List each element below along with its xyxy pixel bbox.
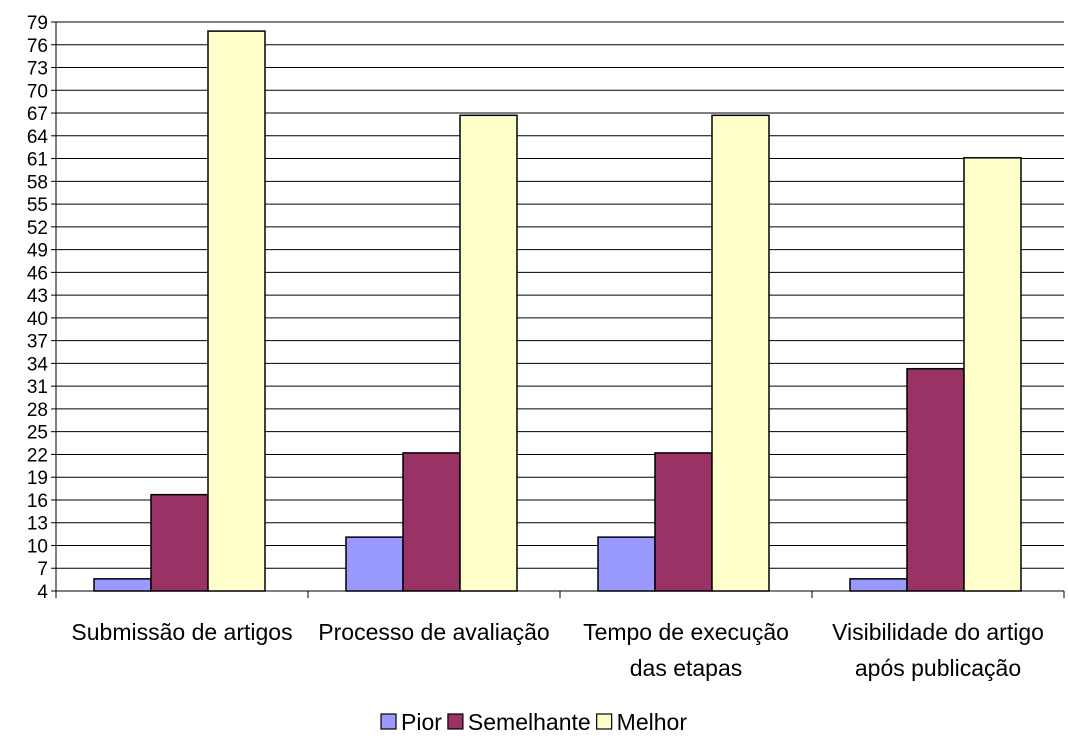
legend-label-semelhante: Semelhante (468, 709, 591, 735)
legend-swatch-pior (380, 713, 397, 730)
y-tick-label: 73 (27, 59, 48, 80)
y-tick-label: 61 (27, 150, 48, 171)
bar-pior (849, 578, 908, 592)
y-tick-label: 4 (37, 582, 48, 603)
bar-melhor (207, 30, 266, 592)
bars (93, 30, 1022, 592)
y-tick-label: 13 (27, 514, 48, 535)
bar-pior (345, 536, 404, 592)
y-tick-label: 70 (27, 81, 48, 102)
legend-label-melhor: Melhor (617, 709, 688, 735)
y-tick-label: 55 (27, 195, 48, 216)
bar-semelhante (402, 452, 461, 592)
legend-label-pior: Pior (401, 709, 442, 735)
y-tick-label: 64 (27, 127, 49, 148)
bar-semelhante (150, 493, 209, 592)
category-label: Tempo de execução (583, 619, 789, 645)
bar-pior (597, 536, 656, 592)
y-tick-label: 49 (27, 241, 48, 262)
y-tick-label: 7 (37, 559, 48, 580)
category-label: após publicação (855, 655, 1021, 681)
y-tick-label: 76 (27, 36, 48, 57)
bar-pior (93, 578, 152, 592)
x-category-labels: Submissão de artigos Processo de avaliaçã… (71, 619, 1044, 681)
y-tick-label: 79 (27, 13, 48, 34)
bar-melhor (459, 114, 518, 592)
axes (51, 21, 1065, 598)
y-tick-label: 40 (27, 309, 48, 330)
y-tick-label: 25 (27, 423, 48, 444)
y-tick-label: 52 (27, 218, 48, 239)
legend-swatch-semelhante (447, 713, 464, 730)
y-tick-label: 16 (27, 491, 48, 512)
legend: Pior Semelhante Melhor (380, 709, 688, 735)
y-tick-label: 67 (27, 104, 48, 125)
y-tick-label: 19 (27, 468, 48, 489)
y-tick-labels: 4710131619222528313437404346495255586164… (27, 13, 49, 603)
y-tick-label: 28 (27, 400, 48, 421)
y-tick-label: 31 (27, 377, 48, 398)
legend-swatch-melhor (596, 713, 613, 730)
y-tick-label: 34 (27, 354, 49, 375)
category-label: das etapas (630, 655, 743, 681)
y-tick-label: 58 (27, 172, 48, 193)
y-tick-label: 43 (27, 286, 48, 307)
bar-semelhante (906, 367, 965, 592)
category-label: Visibilidade do artigo (832, 619, 1044, 645)
category-label: Processo de avaliação (318, 619, 549, 645)
category-label: Submissão de artigos (71, 619, 292, 645)
y-tick-label: 37 (27, 332, 48, 353)
y-tick-label: 46 (27, 263, 48, 284)
bar-melhor (711, 114, 770, 592)
y-tick-label: 10 (27, 536, 48, 557)
bar-melhor (963, 157, 1022, 592)
bar-semelhante (654, 452, 713, 592)
y-tick-label: 22 (27, 445, 48, 466)
